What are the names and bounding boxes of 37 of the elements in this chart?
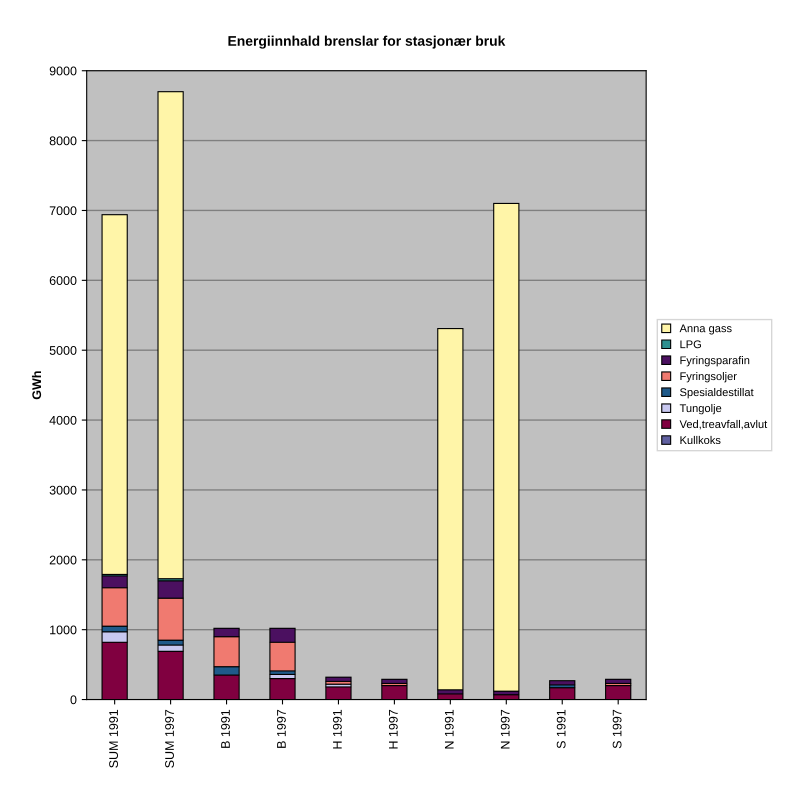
y-tick-label: 4000 xyxy=(49,416,76,425)
legend-label: Anna gass xyxy=(680,324,732,334)
x-tick-label: SUM 1997 xyxy=(165,710,174,768)
y-tick-label: 0 xyxy=(70,695,76,704)
legend-label: Ved,treavfall,avlut xyxy=(680,420,768,430)
y-tick-label: 5000 xyxy=(50,346,76,355)
x-tick-label: B 1991 xyxy=(221,710,230,748)
chart-title: Energiinnhald brenslar for stasjonær bruk xyxy=(228,36,506,49)
y-tick-label: 9000 xyxy=(50,66,76,76)
x-tick-label: H 1991 xyxy=(332,710,342,749)
x-tick-label: N 1997 xyxy=(500,710,510,749)
x-tick-label: H 1997 xyxy=(388,710,398,749)
bar xyxy=(381,678,408,684)
y-tick-label: 8000 xyxy=(50,136,76,146)
bar xyxy=(493,202,520,692)
x-tick-label: S 1997 xyxy=(612,710,622,748)
x-tick-label: B 1997 xyxy=(277,710,286,748)
y-tick-label: 2000 xyxy=(50,556,76,564)
y-tick-label: 3000 xyxy=(50,486,76,495)
x-tick-label: N 1991 xyxy=(444,710,454,749)
x-tick-label: S 1991 xyxy=(556,710,566,748)
legend-label: Fyringsparafin xyxy=(680,356,750,366)
y-tick-label: 7000 xyxy=(50,206,76,216)
bar xyxy=(437,328,464,690)
legend-label: Spesialdestillat xyxy=(680,388,754,398)
legend-label: Tungolje xyxy=(680,404,722,414)
bar xyxy=(605,678,632,684)
legend-label: LPG xyxy=(680,340,701,348)
legend-label: Fyringsoljer xyxy=(680,372,737,382)
legend-label: Kullkoks xyxy=(680,436,721,444)
bar xyxy=(325,676,352,682)
bar xyxy=(549,680,576,686)
y-axis-title: GWh xyxy=(32,371,42,400)
y-tick-label: 1000 xyxy=(50,625,76,634)
x-tick-label: SUM 1991 xyxy=(109,710,118,768)
y-tick-label: 6000 xyxy=(50,276,76,285)
bar xyxy=(157,91,184,580)
